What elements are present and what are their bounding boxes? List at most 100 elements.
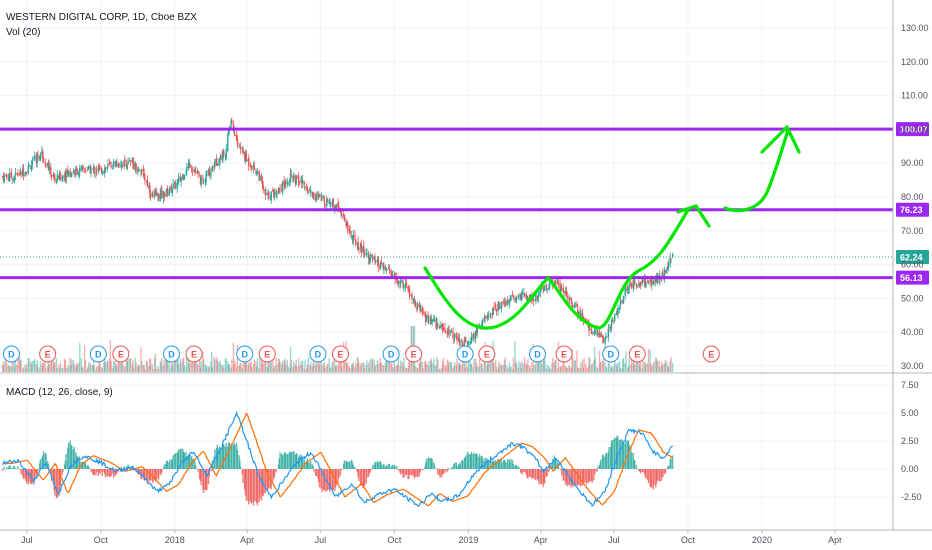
volume-bar (498, 361, 500, 372)
volume-bar (508, 362, 511, 372)
volume-bar (570, 367, 572, 372)
candle-body (261, 181, 264, 184)
volume-bar (422, 368, 424, 372)
macd-histogram-bar (373, 464, 375, 469)
macd-histogram-bar (449, 469, 452, 470)
macd-tick-label: 7.50 (901, 380, 919, 390)
macd-histogram-bar (245, 469, 248, 501)
volume-bar (360, 362, 363, 372)
volume-bar (424, 361, 426, 372)
candle-body (483, 316, 486, 320)
candle-body (538, 291, 540, 296)
macd-histogram-bar (667, 465, 670, 469)
earnings-marker-label: E (45, 350, 51, 360)
macd-histogram-bar (106, 469, 108, 477)
macd-histogram-bar (180, 448, 182, 469)
volume-bar (503, 359, 506, 372)
macd-histogram-bar (403, 469, 405, 478)
candle-body (174, 181, 176, 185)
candle-body (259, 175, 261, 182)
macd-histogram-bar (599, 461, 601, 469)
macd-histogram-bar (71, 445, 73, 469)
candle-body (144, 178, 146, 180)
macd-histogram-bar (544, 469, 546, 484)
candle-body (566, 296, 568, 299)
macd-histogram-bar (619, 439, 622, 469)
macd-histogram-bar (523, 469, 525, 473)
candle-body (581, 312, 584, 321)
candle-body (667, 266, 669, 269)
volume-bar (194, 359, 197, 372)
candle-body (19, 169, 21, 175)
macd-histogram-bar (103, 469, 105, 473)
candle-body (613, 321, 615, 323)
candle-body (589, 329, 591, 330)
volume-bar (137, 366, 139, 372)
macd-histogram-bar (634, 460, 636, 469)
candle-body (624, 289, 626, 296)
macd-histogram-bar (331, 469, 334, 490)
volume-bar (512, 357, 515, 372)
target-arrow-head (760, 125, 801, 154)
candle-body (318, 194, 321, 196)
candle-body (104, 167, 106, 174)
macd-histogram-bar (538, 469, 540, 485)
volume-bar (655, 358, 658, 372)
time-tick-label: 2020 (752, 535, 772, 545)
candle-body (62, 175, 64, 179)
macd-histogram-bar (72, 449, 75, 469)
macd-histogram-bar (601, 454, 604, 469)
macd-histogram-bar (543, 469, 545, 484)
candle-body (555, 281, 557, 283)
candle-body (279, 188, 281, 189)
macd-histogram-bar (546, 469, 548, 476)
candle-body (548, 287, 550, 290)
volume-bar (239, 362, 242, 372)
volume-bar (621, 368, 623, 372)
candle-body (84, 172, 87, 173)
volume-bar (500, 363, 503, 372)
macd-histogram-bar (82, 461, 84, 469)
macd-histogram-bar (554, 457, 556, 469)
macd-histogram-bar (625, 440, 627, 469)
macd-histogram-bar (232, 444, 235, 469)
macd-histogram-bar (28, 469, 30, 482)
candle-body (196, 172, 198, 174)
volume-bar (128, 358, 131, 372)
volume-bar (194, 357, 196, 372)
volume-bar (166, 358, 169, 372)
volume-bar (227, 361, 229, 372)
volume-bar (21, 368, 24, 372)
macd-histogram-bar (470, 454, 472, 469)
macd-histogram-bar (515, 465, 518, 469)
volume-bar (638, 359, 640, 372)
candle-body (444, 328, 446, 332)
macd-histogram-bar (602, 455, 605, 469)
level-badge (896, 202, 929, 217)
macd-histogram-bar (464, 457, 466, 469)
macd-histogram-bar (141, 469, 143, 479)
volume-bar (439, 368, 441, 372)
macd-histogram-bar (14, 468, 17, 470)
volume-bar (168, 362, 170, 372)
macd-histogram-bar (244, 469, 247, 496)
volume-bar (470, 363, 473, 372)
candle-body (87, 165, 90, 169)
macd-histogram-bar (146, 469, 149, 483)
macd-histogram-bar (467, 454, 470, 469)
volume-bar (98, 361, 100, 372)
candle-body (100, 168, 103, 173)
macd-histogram-bar (13, 466, 15, 469)
volume-bar (204, 363, 206, 372)
candle-body (187, 164, 190, 169)
volume-bar (292, 366, 294, 372)
candle-body (281, 181, 284, 193)
candle-body (252, 164, 255, 169)
volume-bar (305, 368, 308, 372)
volume-bar (50, 357, 52, 372)
volume-bar (613, 366, 615, 372)
macd-histogram-bar (425, 462, 427, 469)
candle-body (571, 302, 573, 307)
volume-bar (462, 360, 464, 372)
